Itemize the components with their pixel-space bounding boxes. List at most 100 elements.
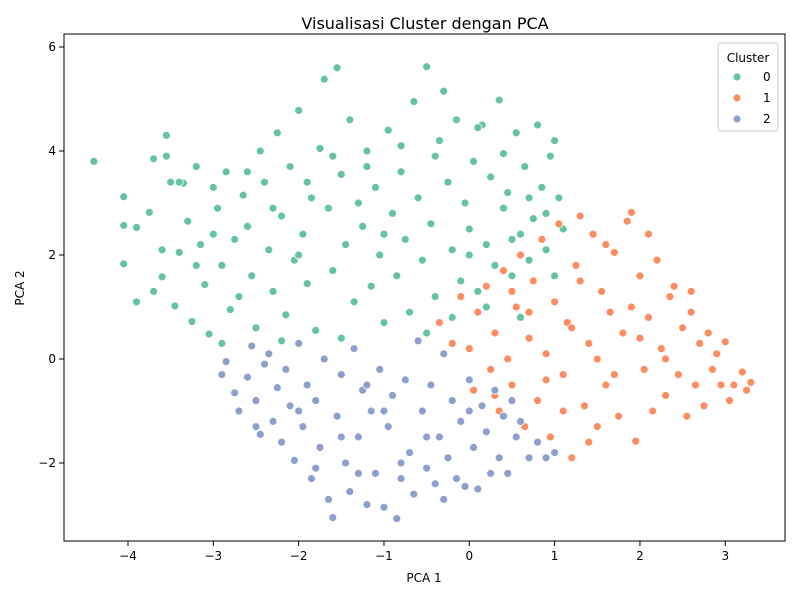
data-point: [464, 406, 474, 416]
data-point: [567, 323, 577, 333]
data-point: [456, 416, 466, 426]
data-point: [720, 337, 730, 347]
data-point: [473, 484, 483, 494]
data-point: [499, 203, 508, 213]
data-point: [371, 468, 380, 478]
data-point: [392, 514, 402, 524]
data-point: [281, 364, 291, 374]
data-point: [609, 247, 619, 257]
legend-marker: [732, 72, 742, 82]
data-point: [217, 370, 227, 380]
data-point: [541, 208, 551, 218]
data-point: [388, 208, 397, 218]
data-point: [618, 328, 628, 338]
data-point: [469, 442, 478, 452]
data-point: [507, 396, 517, 406]
data-point: [533, 437, 542, 447]
data-point: [477, 401, 487, 411]
data-point: [196, 240, 205, 250]
data-point: [341, 458, 350, 468]
data-point: [353, 468, 363, 478]
data-point: [520, 162, 530, 172]
x-tick-label: 2: [636, 549, 644, 563]
data-point: [183, 216, 193, 226]
data-point: [605, 307, 615, 317]
data-point: [507, 271, 517, 281]
data-point: [439, 86, 449, 96]
data-point: [379, 502, 389, 512]
data-point: [494, 95, 504, 105]
data-point: [716, 380, 726, 390]
data-point: [503, 468, 513, 478]
data-point: [584, 338, 594, 348]
data-point: [678, 323, 688, 333]
data-point: [166, 177, 176, 187]
data-point: [503, 188, 513, 198]
x-axis: −4 −3 −2 −1 0 1 2 3: [119, 541, 729, 563]
data-point: [511, 302, 521, 312]
data-point: [243, 372, 252, 382]
data-point: [592, 354, 602, 364]
data-point: [584, 437, 594, 447]
x-tick-label: 0: [465, 549, 473, 563]
data-point: [725, 396, 734, 406]
data-point: [661, 390, 670, 400]
data-point: [447, 312, 457, 322]
y-tick-label: 2: [48, 248, 56, 262]
data-point: [336, 333, 346, 343]
data-point: [170, 301, 180, 311]
data-point: [435, 136, 444, 146]
data-point: [324, 203, 333, 213]
data-point: [328, 266, 338, 276]
data-point: [464, 344, 474, 354]
data-point: [669, 281, 679, 291]
data-point: [400, 375, 410, 385]
data-point: [481, 240, 491, 250]
data-point: [447, 396, 457, 406]
data-point: [443, 177, 453, 187]
data-point: [703, 328, 713, 338]
legend-label: 1: [763, 91, 771, 105]
data-point: [396, 474, 406, 484]
data-point: [443, 453, 453, 463]
data-point: [691, 380, 700, 390]
data-point: [524, 255, 534, 265]
x-tick-label: 1: [551, 549, 559, 563]
data-point: [550, 448, 560, 458]
x-tick-label: 3: [721, 549, 729, 563]
data-point: [661, 354, 670, 364]
data-point: [341, 240, 350, 250]
data-point: [447, 338, 457, 348]
data-point: [422, 62, 432, 72]
data-point: [294, 338, 304, 348]
y-axis-label: PCA 2: [13, 270, 27, 305]
data-point: [255, 429, 265, 439]
legend: Cluster 0 1 2: [717, 42, 779, 132]
data-point: [388, 390, 397, 400]
data-point: [537, 234, 547, 244]
data-point: [375, 250, 385, 260]
data-point: [89, 156, 99, 166]
data-point: [435, 318, 444, 328]
data-point: [712, 349, 722, 359]
data-point: [460, 481, 470, 491]
data-point: [550, 271, 560, 281]
x-tick-label: −3: [204, 549, 222, 563]
data-point: [119, 192, 129, 202]
data-point: [601, 380, 611, 390]
data-point: [379, 318, 389, 328]
data-point: [243, 221, 252, 231]
data-point: [481, 302, 491, 312]
data-point: [417, 255, 427, 265]
data-point: [486, 468, 496, 478]
data-point: [435, 432, 444, 442]
data-point: [601, 240, 611, 250]
data-point: [277, 211, 286, 221]
data-point: [473, 307, 483, 317]
data-point: [157, 245, 167, 255]
data-point: [708, 364, 717, 374]
data-point: [413, 193, 423, 203]
data-point: [191, 162, 201, 172]
